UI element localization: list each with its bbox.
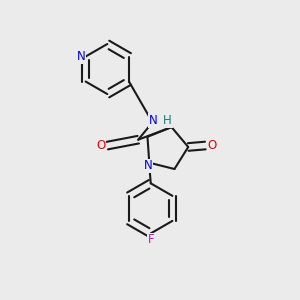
Text: N: N bbox=[148, 114, 157, 127]
Text: H: H bbox=[163, 114, 172, 127]
Text: F: F bbox=[147, 233, 154, 246]
Text: N: N bbox=[143, 159, 152, 172]
Text: O: O bbox=[207, 139, 216, 152]
Text: O: O bbox=[96, 139, 106, 152]
Text: N: N bbox=[77, 50, 85, 63]
